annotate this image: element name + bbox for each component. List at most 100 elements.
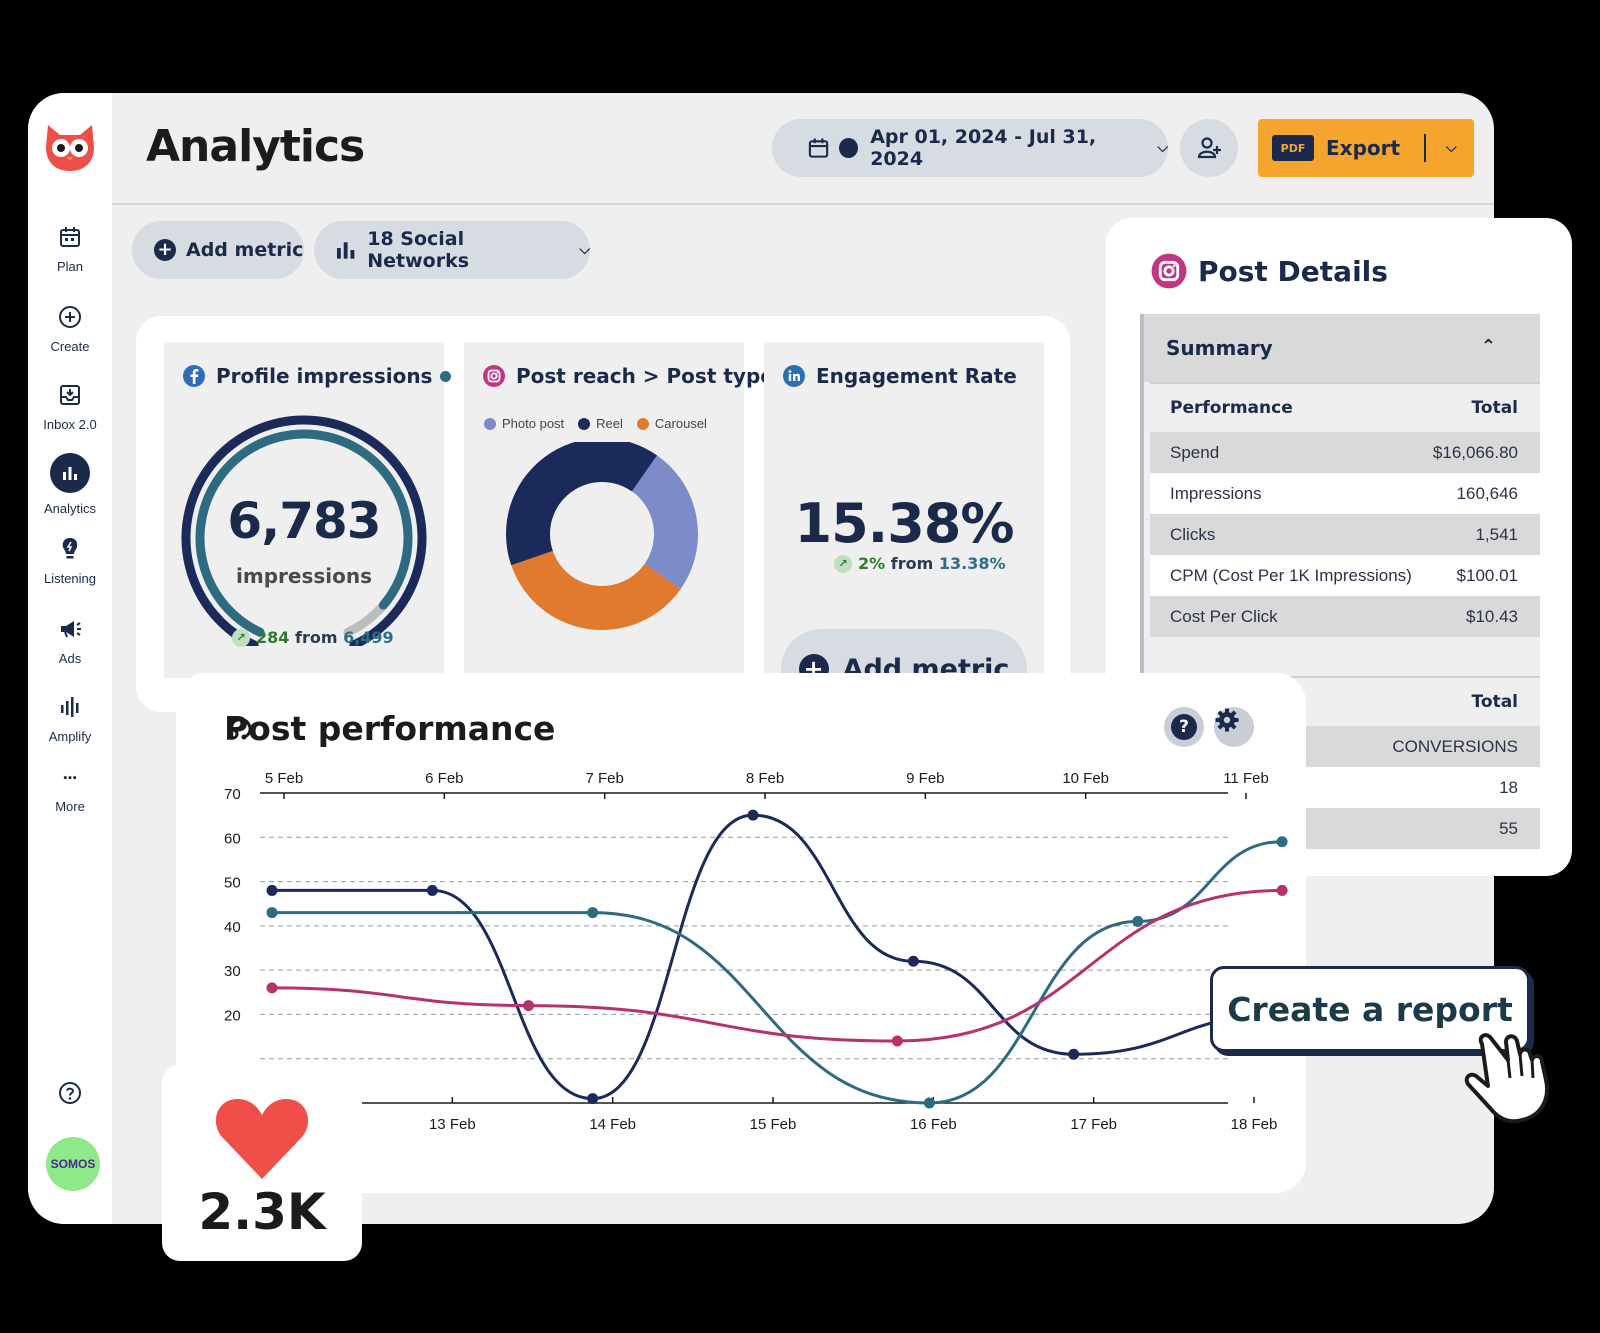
engagement-rate-card[interactable]: Engagement Rate 15.38% ↗ 2% from 13.38%: [764, 342, 1044, 678]
x-tick-label: 8 Feb: [746, 770, 784, 787]
table-row: CPM (Cost Per 1K Impressions) $100.01: [1150, 555, 1540, 596]
sidebar-item-analytics[interactable]: Analytics: [28, 453, 112, 516]
cell-value: 1,541: [1475, 524, 1518, 544]
owl-logo-icon[interactable]: [42, 121, 98, 173]
sidebar-item-create[interactable]: Create: [28, 303, 112, 354]
question-icon: ?: [1171, 714, 1197, 740]
y-tick-label: 70: [224, 786, 241, 803]
impressions-value: 6,783: [227, 492, 381, 550]
chevron-down-icon[interactable]: ⌵: [1446, 140, 1457, 156]
data-point: [523, 1000, 535, 1012]
x-tick-label: 14 Feb: [589, 1116, 636, 1133]
summary-label: Summary: [1166, 336, 1273, 360]
status-dot-icon: [839, 138, 859, 158]
legend-item: Reel: [578, 416, 623, 431]
sidebar-item-plan[interactable]: Plan: [28, 223, 112, 274]
calendar-icon: [60, 227, 80, 247]
card-title: Profile impressions: [182, 364, 452, 388]
y-tick-label: 30: [224, 963, 241, 980]
x-tick-label: 10 Feb: [1062, 770, 1109, 787]
x-tick-label: 18 Feb: [1231, 1116, 1278, 1133]
impressions-gauge: [181, 415, 427, 646]
profile-impressions-card[interactable]: Profile impressions 6,783 impressions ↗ …: [164, 342, 452, 678]
panel-title-text: Post Details: [1198, 254, 1388, 288]
megaphone-icon: [61, 621, 81, 638]
impressions-change: ↗ 284 from 6,499: [232, 628, 394, 647]
instagram-icon: [483, 365, 505, 387]
trend-up-icon: ↗: [834, 554, 852, 573]
x-tick-label: 16 Feb: [910, 1116, 957, 1133]
sidebar-item-label: Amplify: [48, 729, 92, 744]
page-title: Analytics: [146, 121, 365, 172]
impressions-unit: impressions: [236, 564, 372, 588]
x-tick-label: 6 Feb: [425, 770, 463, 787]
change-delta: 284: [256, 628, 290, 647]
data-point: [1276, 836, 1288, 848]
status-dot-icon: [440, 370, 452, 382]
post-type-donut-chart: [506, 442, 698, 630]
column-header: Total: [1471, 692, 1518, 712]
data-point: [907, 955, 919, 967]
post-reach-card[interactable]: Post reach > Post type Photo post Reel C…: [464, 342, 774, 678]
facebook-icon: [183, 365, 205, 387]
table-row: Clicks 1,541: [1150, 514, 1540, 555]
data-point: [266, 907, 278, 919]
sidebar: Plan Create Inbox 2.0 Analytics Listenin…: [28, 93, 112, 1224]
export-button[interactable]: PDF Export ⌵: [1258, 119, 1474, 177]
calendar-icon: [808, 138, 829, 158]
sidebar-item-amplify[interactable]: Amplify: [28, 693, 112, 744]
cell-value: 18: [1499, 777, 1518, 797]
card-title-text: Post reach > Post type: [516, 364, 774, 388]
data-point: [923, 1097, 935, 1109]
plus-icon: +: [154, 239, 176, 261]
summary-toggle[interactable]: Summary ⌃: [1144, 314, 1540, 382]
create-report-label: Create a report: [1227, 989, 1513, 1029]
table-row: Spend $16,066.80: [1150, 432, 1540, 473]
panel-title-text: Post performance: [224, 709, 556, 748]
data-point: [747, 809, 759, 821]
x-tick-label: 15 Feb: [750, 1116, 797, 1133]
series-line: [271, 888, 1283, 1043]
post-performance-chart: 70 60 50 40 30 20 5 Feb 6 Feb 7 Feb 8 Feb 9 Feb 10 …: [224, 770, 1288, 1133]
x-tick-label: 9 Feb: [906, 770, 944, 787]
divider: [1424, 134, 1427, 162]
post-performance-panel: Post performance ? 70 60 50 40 30 20 5 Feb 6 Fe…: [176, 673, 1306, 1193]
y-tick-label: 50: [224, 875, 241, 892]
add-metric-button[interactable]: + Add metric: [132, 221, 304, 279]
help-button[interactable]: ?: [1164, 707, 1204, 747]
card-title: Engagement Rate: [782, 364, 1017, 388]
column-header: Total: [1471, 398, 1518, 418]
performance-table: Performance Total Spend $16,066.80 Impress…: [1150, 382, 1540, 637]
chevron-down-icon: ⌵: [1157, 140, 1168, 156]
chevron-down-icon: ⌵: [579, 242, 590, 258]
sidebar-item-listening[interactable]: Listening: [28, 535, 112, 586]
linkedin-icon: [783, 365, 805, 387]
data-point: [587, 1093, 599, 1105]
help-icon[interactable]: [58, 1081, 82, 1105]
cell-label: Clicks: [1170, 524, 1216, 544]
plus-circle-icon: [59, 306, 81, 328]
sidebar-item-more[interactable]: More: [28, 769, 112, 814]
settings-button[interactable]: [1214, 707, 1254, 747]
donut-slice: [506, 442, 658, 566]
panel-title: Post Details: [1150, 252, 1388, 290]
change-delta: 2%: [858, 554, 886, 573]
donut-slice: [511, 550, 681, 630]
legend-label: Photo post: [502, 416, 565, 431]
lightbulb-icon: [62, 538, 78, 559]
avatar[interactable]: SOMOS: [46, 1137, 100, 1191]
engagement-rate-value: 15.38%: [794, 492, 1015, 555]
card-title-text: Engagement Rate: [816, 364, 1017, 388]
add-user-button[interactable]: [1180, 119, 1238, 177]
export-label: Export: [1326, 136, 1401, 160]
social-networks-dropdown[interactable]: 18 Social Networks ⌵: [314, 221, 590, 279]
data-point: [1132, 915, 1144, 927]
sidebar-item-inbox[interactable]: Inbox 2.0: [28, 381, 112, 432]
data-point: [891, 1035, 903, 1047]
create-report-button[interactable]: Create a report: [1210, 966, 1530, 1052]
date-range-text: Apr 01, 2024 - Jul 31, 2024: [870, 126, 1097, 170]
date-range-picker[interactable]: Apr 01, 2024 - Jul 31, 2024 ⌵: [772, 119, 1168, 177]
cell-value: $10.43: [1466, 606, 1518, 626]
sidebar-item-ads[interactable]: Ads: [28, 615, 112, 666]
column-header: Performance: [1170, 398, 1293, 418]
